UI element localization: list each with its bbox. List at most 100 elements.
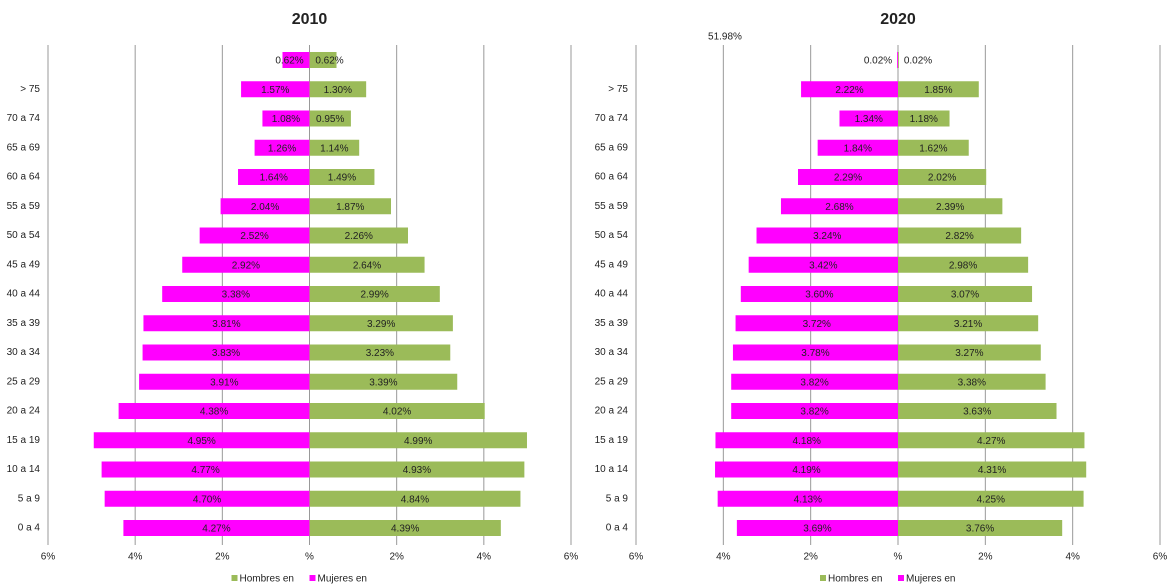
- bar: [309, 169, 375, 185]
- bar: [898, 110, 950, 127]
- y-tick-label: 70 a 74: [595, 113, 629, 124]
- data-label: 4.84%: [401, 494, 429, 505]
- data-label: 2.92%: [232, 260, 260, 271]
- y-tick-label: > 75: [608, 84, 628, 95]
- data-label: 2.82%: [945, 231, 973, 242]
- bar: [101, 461, 310, 478]
- data-label: 4.27%: [977, 436, 1005, 447]
- data-label: 1.49%: [328, 173, 356, 184]
- chart-title: 2010: [292, 11, 328, 28]
- data-label: 4.18%: [793, 436, 821, 447]
- y-tick-label: 55 a 59: [7, 201, 41, 212]
- data-label: 2.99%: [360, 290, 388, 301]
- data-label: 1.14%: [320, 143, 348, 154]
- data-label: 4.38%: [200, 407, 228, 418]
- bar: [309, 81, 367, 98]
- data-label: 0.02%: [864, 56, 892, 67]
- data-label: 4.31%: [978, 465, 1006, 476]
- data-label: 2.02%: [928, 173, 956, 184]
- data-label: 0.62%: [275, 56, 303, 67]
- bar: [898, 461, 1087, 478]
- bar: [139, 373, 310, 390]
- data-label: 4.99%: [404, 436, 432, 447]
- bar: [220, 198, 310, 215]
- bar: [898, 490, 1084, 507]
- x-tick-label: %: [894, 552, 903, 563]
- bar: [756, 227, 898, 244]
- bar: [731, 403, 898, 419]
- data-label: 1.62%: [919, 143, 947, 154]
- data-label: 1.34%: [855, 114, 883, 125]
- bar: [715, 461, 898, 478]
- bar: [309, 461, 525, 478]
- data-label: 3.60%: [805, 290, 833, 301]
- bar: [897, 52, 898, 68]
- bar: [309, 373, 458, 390]
- data-label: 1.57%: [261, 85, 289, 96]
- data-label: 3.27%: [955, 348, 983, 359]
- bar: [309, 227, 408, 244]
- bar: [780, 198, 898, 215]
- data-label: 2.52%: [240, 231, 268, 242]
- bar: [309, 139, 360, 156]
- bar: [142, 344, 310, 361]
- bar: [817, 139, 898, 156]
- y-tick-label: 20 a 24: [595, 406, 629, 417]
- data-label: 4.02%: [383, 407, 411, 418]
- x-tick-label: 2%: [389, 552, 404, 563]
- x-tick-label: %: [305, 552, 314, 563]
- data-label: 3.69%: [803, 524, 831, 535]
- bar: [898, 432, 1085, 449]
- y-tick-label: 65 a 69: [7, 142, 41, 153]
- data-label: 1.87%: [336, 202, 364, 213]
- y-tick-label: 25 a 29: [7, 376, 41, 387]
- bar: [898, 139, 969, 156]
- bar: [309, 198, 392, 215]
- data-label: 4.93%: [403, 465, 431, 476]
- data-label: 0.62%: [315, 56, 343, 67]
- y-tick-label: > 75: [20, 84, 40, 95]
- y-tick-label: 55 a 59: [595, 201, 629, 212]
- y-tick-label: 65 a 69: [595, 142, 629, 153]
- y-tick-label: 30 a 34: [7, 347, 41, 358]
- legend-label: Hombres en: [240, 574, 294, 585]
- legend-swatch: [309, 575, 316, 581]
- data-label: 3.42%: [809, 260, 837, 271]
- bar: [735, 315, 898, 332]
- data-label: 4.70%: [193, 494, 221, 505]
- legend-swatch: [231, 575, 238, 581]
- legend-label: Mujeres en: [906, 574, 955, 585]
- bar: [736, 520, 898, 536]
- data-label: 3.83%: [212, 348, 240, 359]
- data-label: 4.19%: [792, 465, 820, 476]
- bar: [898, 256, 1029, 273]
- bar: [118, 403, 310, 419]
- data-label: 3.76%: [966, 524, 994, 535]
- data-label: 4.25%: [977, 494, 1005, 505]
- bar: [898, 315, 1039, 332]
- data-label: 4.95%: [187, 436, 215, 447]
- y-tick-label: 20 a 24: [7, 406, 41, 417]
- bar: [898, 227, 1022, 244]
- data-label: 1.84%: [844, 143, 872, 154]
- data-label: 1.85%: [924, 85, 952, 96]
- data-label: 0.95%: [316, 114, 344, 125]
- bar: [123, 520, 310, 536]
- y-tick-label: 45 a 49: [7, 259, 41, 270]
- data-label: 2.98%: [949, 260, 977, 271]
- data-label: 4.39%: [391, 524, 419, 535]
- y-tick-label: 35 a 39: [7, 318, 41, 329]
- bar: [199, 227, 310, 244]
- bar: [309, 344, 451, 361]
- bar: [254, 139, 310, 156]
- bar: [262, 110, 310, 127]
- y-tick-label: 15 a 19: [7, 435, 41, 446]
- data-label: 3.38%: [958, 377, 986, 388]
- data-label: 4.13%: [794, 494, 822, 505]
- data-label: 2.04%: [251, 202, 279, 213]
- annotation: 51.98%: [708, 32, 742, 43]
- y-tick-label: 40 a 44: [595, 289, 629, 300]
- data-label: 3.81%: [212, 319, 240, 330]
- data-label: 2.68%: [825, 202, 853, 213]
- data-label: 3.63%: [963, 407, 991, 418]
